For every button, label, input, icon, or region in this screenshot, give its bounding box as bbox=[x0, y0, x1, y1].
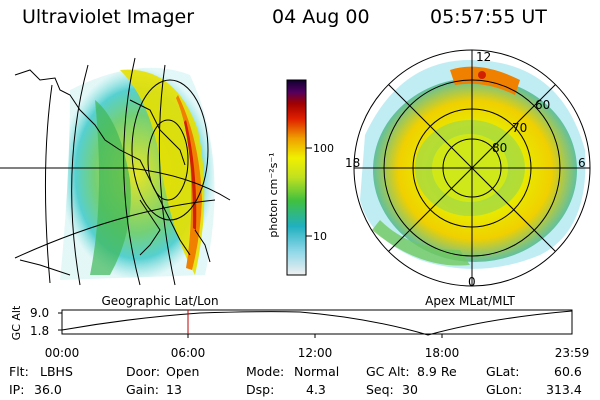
mlt-label-6: 6 bbox=[578, 156, 586, 170]
door-value: Open bbox=[166, 364, 200, 379]
altitude-ytick-low: 1.8 bbox=[30, 324, 49, 338]
gcalt-value: 8.9 Re bbox=[417, 364, 457, 379]
glat-value: 60.6 bbox=[554, 364, 582, 379]
altitude-ytick-high: 9.0 bbox=[30, 306, 49, 320]
mlt-label-0: 0 bbox=[468, 275, 476, 289]
dsp-value: 4.3 bbox=[306, 382, 326, 397]
app-title: Ultraviolet Imager bbox=[22, 6, 195, 28]
filter-value: LBHS bbox=[40, 364, 73, 379]
mode-label: Mode: bbox=[246, 364, 285, 379]
gain-value: 13 bbox=[166, 382, 182, 397]
altitude-xtick-0000: 00:00 bbox=[45, 346, 80, 360]
glon-label: GLon: bbox=[486, 382, 523, 397]
image-date: 04 Aug 00 bbox=[272, 6, 370, 28]
colorbar-tick-10: 10 bbox=[313, 230, 327, 243]
ip-label: IP: bbox=[9, 382, 25, 397]
seq-label: Seq: bbox=[366, 382, 394, 397]
altitude-curve bbox=[61, 310, 573, 336]
polar-image bbox=[353, 49, 591, 287]
dsp-label: Dsp: bbox=[246, 382, 275, 397]
gain-label: Gain: bbox=[126, 382, 159, 397]
colorbar bbox=[286, 79, 307, 276]
image-time: 05:57:55 UT bbox=[430, 6, 547, 28]
mode-value: Normal bbox=[294, 364, 340, 379]
ip-value: 36.0 bbox=[34, 382, 62, 397]
polar-caption: Apex MLat/MLT bbox=[425, 294, 515, 308]
door-label: Door: bbox=[126, 364, 161, 379]
filter-label: Flt: bbox=[9, 364, 29, 379]
gcalt-label: GC Alt: bbox=[366, 364, 410, 379]
lat-label-80: 80 bbox=[492, 141, 507, 155]
altitude-xtick-2359: 23:59 bbox=[555, 346, 590, 360]
mlt-label-12: 12 bbox=[476, 50, 491, 64]
altitude-xtick-1200: 12:00 bbox=[298, 346, 333, 360]
geographic-image bbox=[0, 57, 231, 286]
mlt-label-18: 18 bbox=[345, 156, 360, 170]
colorbar-tick-100: 100 bbox=[313, 142, 334, 155]
glon-value: 313.4 bbox=[546, 382, 582, 397]
lat-label-70: 70 bbox=[512, 121, 527, 135]
altitude-plot bbox=[58, 309, 573, 338]
colorbar-unit-label: photon cm⁻²s⁻¹ bbox=[267, 152, 280, 237]
geographic-caption: Geographic Lat/Lon bbox=[101, 294, 218, 308]
altitude-xtick-0600: 06:00 bbox=[171, 346, 206, 360]
altitude-ylabel: GC Alt bbox=[10, 305, 23, 340]
seq-value: 30 bbox=[402, 382, 418, 397]
lat-label-60: 60 bbox=[535, 98, 550, 112]
altitude-xtick-1800: 18:00 bbox=[425, 346, 460, 360]
glat-label: GLat: bbox=[486, 364, 520, 379]
